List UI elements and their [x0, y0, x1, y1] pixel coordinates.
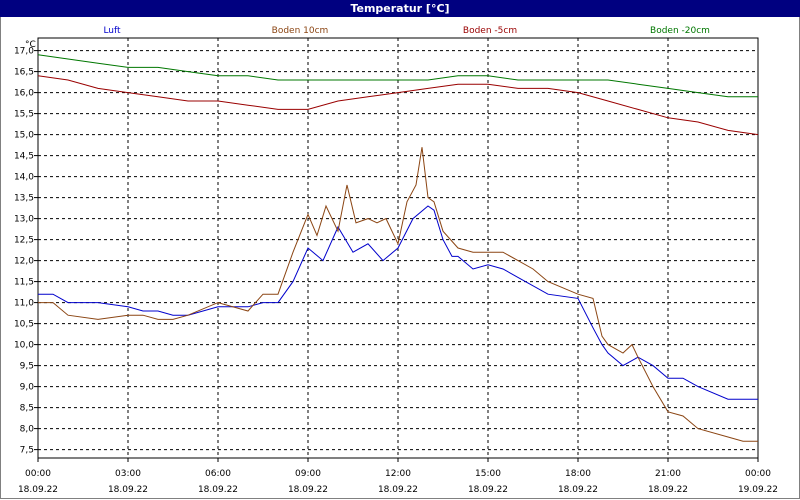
y-tick-label: 10,5	[14, 320, 34, 330]
y-tick-label: 14,5	[14, 152, 34, 162]
x-tick-time: 03:00	[115, 469, 141, 479]
y-tick-label: 15,0	[14, 131, 34, 141]
y-tick-label: 8,5	[20, 404, 34, 414]
y-tick-label: 9,5	[20, 362, 34, 372]
y-tick-label: 8,0	[20, 425, 35, 435]
y-tick-label: 13,5	[14, 194, 34, 204]
series-lines	[37, 54, 759, 442]
chart-title: Temperatur [°C]	[0, 0, 800, 17]
x-axis: 00:00 18.09.22 03:00 18.09.22 06:00 18.09.22 0…	[18, 458, 778, 495]
x-tick-date: 18.09.22	[288, 485, 328, 495]
x-tick-date: 19.09.22	[738, 485, 778, 495]
x-tick-date: 18.09.22	[648, 485, 688, 495]
series-line-0	[38, 205, 758, 400]
y-tick-label: 11,5	[14, 278, 34, 288]
x-tick-date: 18.09.22	[558, 485, 598, 495]
x-tick-time: 00:00	[25, 469, 51, 479]
x-tick-date: 18.09.22	[108, 485, 148, 495]
x-tick-time: 06:00	[205, 469, 231, 479]
y-axis-unit: °C	[25, 40, 36, 50]
y-tick-label: 7,5	[20, 446, 34, 456]
x-tick-date: 18.09.22	[18, 485, 58, 495]
y-tick-label: 12,0	[14, 257, 34, 267]
legend-entry: Boden -5cm	[463, 26, 517, 36]
y-tick-label: 9,0	[20, 383, 35, 393]
x-tick-date: 18.09.22	[468, 485, 508, 495]
legend: Luft Boden 10cm Boden -5cm Boden -20cm	[103, 26, 710, 36]
y-tick-label: 14,0	[14, 173, 34, 183]
series-line-3	[37, 54, 758, 98]
y-tick-label: 13,0	[14, 215, 34, 225]
series-line-1	[38, 147, 758, 442]
x-tick-time: 00:00	[745, 469, 771, 479]
legend-entry: Boden -20cm	[650, 26, 710, 36]
series-line-2	[37, 75, 759, 136]
y-tick-label: 12,5	[14, 236, 34, 246]
x-tick-time: 09:00	[295, 469, 321, 479]
y-tick-label: 10,0	[14, 341, 34, 351]
x-tick-date: 18.09.22	[378, 485, 418, 495]
x-tick-time: 12:00	[385, 469, 411, 479]
y-axis: 17,0 16,5 16,0 15,5 15,0 14,5 14,0 13,5 13,0 12,5…	[14, 47, 38, 456]
x-tick-date: 18.09.22	[198, 485, 238, 495]
x-tick-time: 18:00	[565, 469, 591, 479]
y-tick-label: 11,0	[14, 299, 34, 309]
y-tick-label: 16,5	[14, 68, 34, 78]
x-tick-time: 15:00	[475, 469, 501, 479]
y-tick-label: 15,5	[14, 110, 34, 120]
legend-entry: Boden 10cm	[272, 26, 329, 36]
legend-entry: Luft	[103, 26, 121, 36]
y-tick-label: 16,0	[14, 89, 34, 99]
x-tick-time: 21:00	[655, 469, 681, 479]
y-tick-label: 17,0	[14, 47, 34, 57]
